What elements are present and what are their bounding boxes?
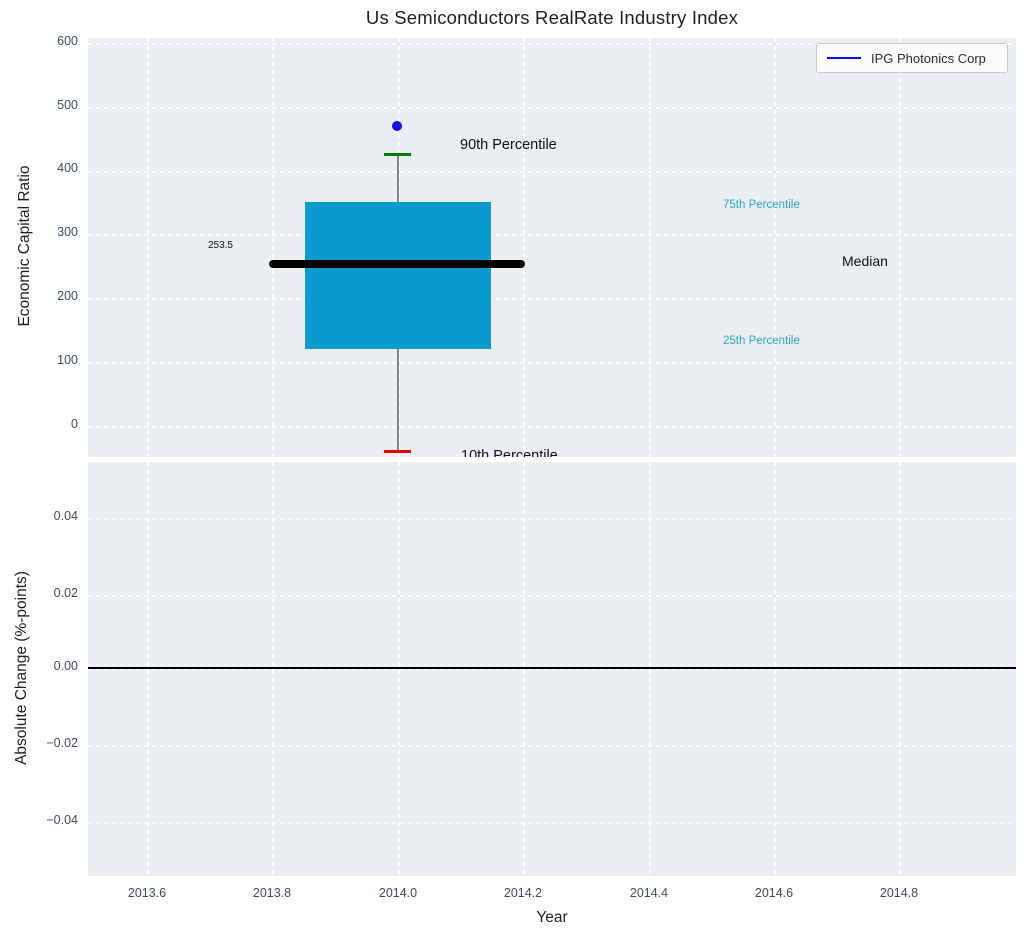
company-point — [392, 121, 402, 131]
gridline — [88, 822, 1016, 824]
x-tick-label: 2013.8 — [252, 886, 292, 900]
y-tick-label: −0.02 — [46, 736, 78, 750]
gridline — [88, 298, 1016, 300]
p90-cap — [384, 152, 411, 156]
x-tick-label: 2014.2 — [503, 886, 543, 900]
y-tick-label: 100 — [57, 353, 78, 367]
gridline — [88, 43, 1016, 45]
bottom-plot-area — [88, 462, 1016, 876]
legend: IPG Photonics Corp — [816, 43, 1008, 73]
legend-label: IPG Photonics Corp — [871, 50, 986, 66]
zero-baseline — [88, 666, 1016, 669]
y-tick-label: 200 — [57, 289, 78, 303]
x-axis-label: Year — [536, 909, 568, 926]
annotation-25th-percentile: 25th Percentile — [723, 335, 800, 347]
gridline — [649, 38, 651, 457]
gridline — [774, 462, 776, 876]
gridline — [147, 462, 149, 876]
gridline — [88, 107, 1016, 109]
median-value-label: 253.5 — [207, 240, 233, 251]
gridline — [88, 518, 1016, 520]
annotation-90th-percentile: 90th Percentile — [460, 137, 557, 153]
annotation-median: Median — [842, 253, 888, 269]
y-tick-label: 0 — [71, 417, 78, 431]
top-plot-area: 253.5 90th Percentile 75th Percentile Me… — [88, 38, 1016, 457]
x-tick-label: 2014.0 — [378, 886, 418, 900]
gridline — [147, 38, 149, 457]
chart-title: Us Semiconductors RealRate Industry Inde… — [365, 7, 739, 28]
gridline — [88, 171, 1016, 173]
legend-line-icon — [827, 56, 861, 60]
gridline — [398, 462, 400, 876]
y-tick-label: 300 — [57, 225, 78, 239]
iqr-box — [305, 202, 491, 349]
gridline — [774, 38, 776, 457]
gridline — [88, 234, 1016, 236]
annotation-10th-percentile: 10th Percentile — [461, 448, 558, 457]
y-tick-label: 0.00 — [53, 659, 78, 673]
gridline — [649, 462, 651, 876]
gridline — [272, 462, 274, 876]
y-tick-label: 0.02 — [53, 586, 78, 600]
gridline — [523, 38, 525, 457]
gridline — [88, 426, 1016, 428]
x-tick-label: 2014.8 — [879, 886, 919, 900]
median-line — [269, 260, 525, 268]
gridline — [899, 462, 901, 876]
y-tick-label: 400 — [57, 161, 78, 175]
gridline — [88, 595, 1016, 597]
p10-cap — [384, 450, 411, 454]
gridline — [272, 38, 274, 457]
y-tick-label: −0.04 — [46, 813, 78, 827]
x-tick-label: 2014.4 — [629, 886, 669, 900]
y-tick-label: 0.04 — [53, 509, 78, 523]
x-tick-label: 2013.6 — [127, 886, 167, 900]
gridline — [88, 668, 1016, 670]
gridline — [88, 745, 1016, 747]
x-tick-label: 2014.6 — [754, 886, 794, 900]
annotation-75th-percentile: 75th Percentile — [723, 199, 800, 211]
y-tick-label: 500 — [57, 98, 78, 112]
gridline — [523, 462, 525, 876]
gridline — [88, 362, 1016, 364]
y-tick-label: 600 — [57, 34, 78, 48]
gridline — [899, 38, 901, 457]
